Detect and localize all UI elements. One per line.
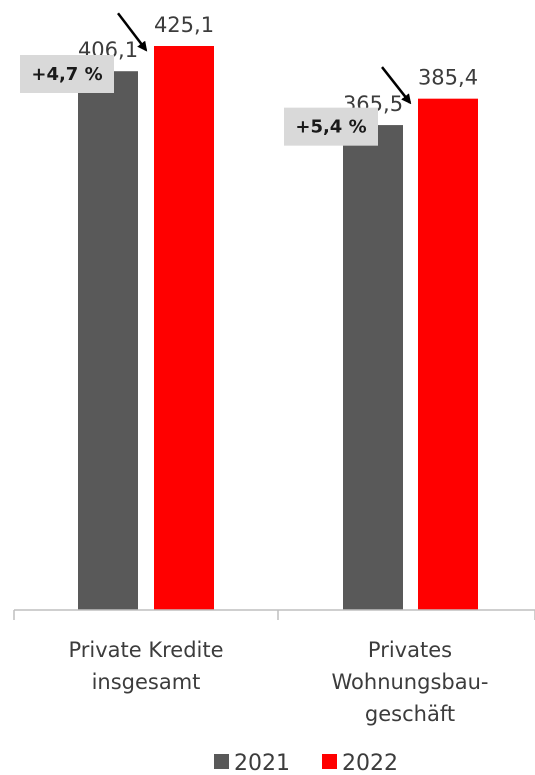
growth-annotations: +4,7 % +5,4 % bbox=[20, 12, 412, 146]
legend-swatch-2021 bbox=[214, 754, 229, 769]
bar-2021-2 bbox=[343, 125, 403, 610]
bar-2022-1 bbox=[154, 46, 214, 610]
category-label-1: Private Kredite insgesamt bbox=[68, 638, 223, 694]
bar-2021-1 bbox=[78, 71, 138, 610]
bar-2022-2 bbox=[418, 98, 478, 610]
legend-label-2021: 2021 bbox=[234, 751, 290, 775]
category-labels: Private Kredite insgesamt Privates Wohnungs… bbox=[68, 638, 488, 726]
value-label-2022-2: 385,4 bbox=[418, 66, 478, 90]
legend-swatch-2022 bbox=[322, 754, 337, 769]
x-axis bbox=[13, 609, 535, 620]
category-label-2: Privates Wohnungsbau-geschäft bbox=[332, 638, 489, 726]
growth-arrow-1 bbox=[117, 12, 148, 52]
growth-label-2: +5,4 % bbox=[295, 117, 366, 138]
legend: 2021 2022 bbox=[214, 751, 398, 775]
growth-label-1: +4,7 % bbox=[31, 64, 102, 85]
growth-box-1 bbox=[20, 55, 114, 93]
growth-arrow-2 bbox=[381, 66, 412, 105]
growth-box-2 bbox=[284, 107, 378, 146]
legend-label-2022: 2022 bbox=[342, 751, 398, 775]
value-label-2022-1: 425,1 bbox=[154, 13, 214, 37]
